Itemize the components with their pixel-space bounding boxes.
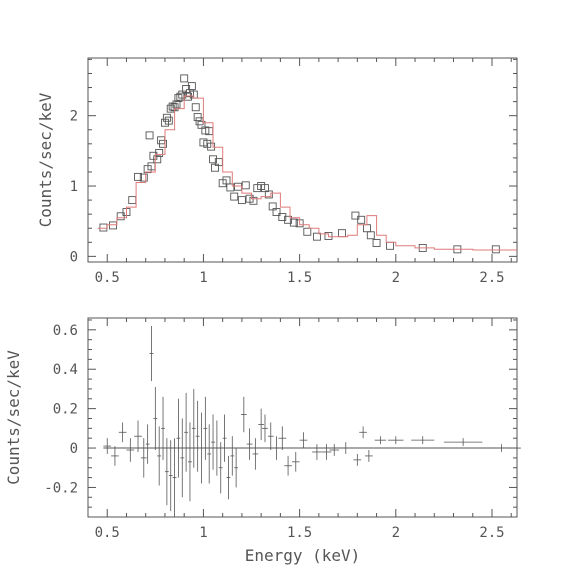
data-point <box>153 155 162 164</box>
data-point <box>209 155 217 164</box>
x-tick-label: 2.5 <box>479 270 504 286</box>
y-tick-label: -0.2 <box>44 480 78 496</box>
data-point <box>366 231 375 240</box>
data-point <box>303 227 312 236</box>
data-point <box>162 113 171 122</box>
y-tick-label: 0.4 <box>53 362 78 378</box>
data-point <box>324 232 333 240</box>
data-point <box>241 181 250 190</box>
data-point <box>230 192 239 201</box>
data-point <box>264 190 273 199</box>
x-tick-label: 2 <box>392 525 400 541</box>
data-point <box>172 100 181 109</box>
data-point <box>372 239 381 247</box>
data-point <box>226 183 235 192</box>
data-point <box>159 139 167 148</box>
y-tick-label: 0 <box>70 249 78 265</box>
data-point <box>187 82 196 91</box>
x-tick-label: 2 <box>392 270 400 286</box>
data-point <box>278 213 287 221</box>
data-point <box>237 196 246 205</box>
y-axis-label: Counts/sec/keV <box>4 350 23 485</box>
data-point <box>351 211 360 220</box>
data-point <box>337 229 346 238</box>
data-point <box>155 149 164 157</box>
data-point <box>109 221 117 230</box>
y-tick-label: 2 <box>70 109 78 125</box>
x-tick-label: 1 <box>199 525 207 541</box>
data-point <box>193 113 202 122</box>
x-tick-label: 1.5 <box>287 525 312 541</box>
data-point <box>289 218 298 227</box>
data-point <box>99 223 108 232</box>
data-point <box>234 182 243 191</box>
data-point <box>249 196 258 205</box>
x-tick-label: 0.5 <box>95 525 120 541</box>
plot-frame <box>87 317 518 518</box>
data-point <box>207 142 216 151</box>
data-point <box>139 173 148 182</box>
y-tick-label: 0.2 <box>53 402 78 418</box>
data-point <box>491 245 500 254</box>
data-point <box>386 241 394 250</box>
data-point <box>180 74 189 83</box>
data-point <box>128 196 137 205</box>
y-tick-label: 0.6 <box>53 323 78 339</box>
plot-frame <box>87 57 518 263</box>
data-point <box>362 224 371 233</box>
x-tick-label: 1 <box>199 270 207 286</box>
y-tick-label: 1 <box>70 179 78 195</box>
data-point <box>284 215 293 224</box>
data-point <box>312 232 321 241</box>
x-tick-label: 0.5 <box>95 270 120 286</box>
x-tick-label: 2.5 <box>479 525 504 541</box>
y-axis-label: Counts/sec/keV <box>36 92 55 227</box>
y-tick-label: 0 <box>70 441 78 457</box>
data-point <box>164 116 173 125</box>
data-point <box>116 212 125 221</box>
x-axis-label: Energy (keV) <box>245 546 361 565</box>
data-point <box>272 208 281 217</box>
model-line <box>97 95 517 251</box>
data-point <box>134 172 142 181</box>
data-point <box>145 131 154 140</box>
spectrum-panel: 0.5 1 1.5 2 2.5 0 1 2 Counts/sec/keV <box>36 57 518 286</box>
data-point <box>191 103 200 112</box>
residuals-panel: 0.5 1 1.5 2 2.5 -0.2 0 0.2 0.4 0.6 Counts/sec/keV E… <box>4 317 521 565</box>
data-point <box>357 215 366 224</box>
x-tick-label: 1.5 <box>287 270 312 286</box>
